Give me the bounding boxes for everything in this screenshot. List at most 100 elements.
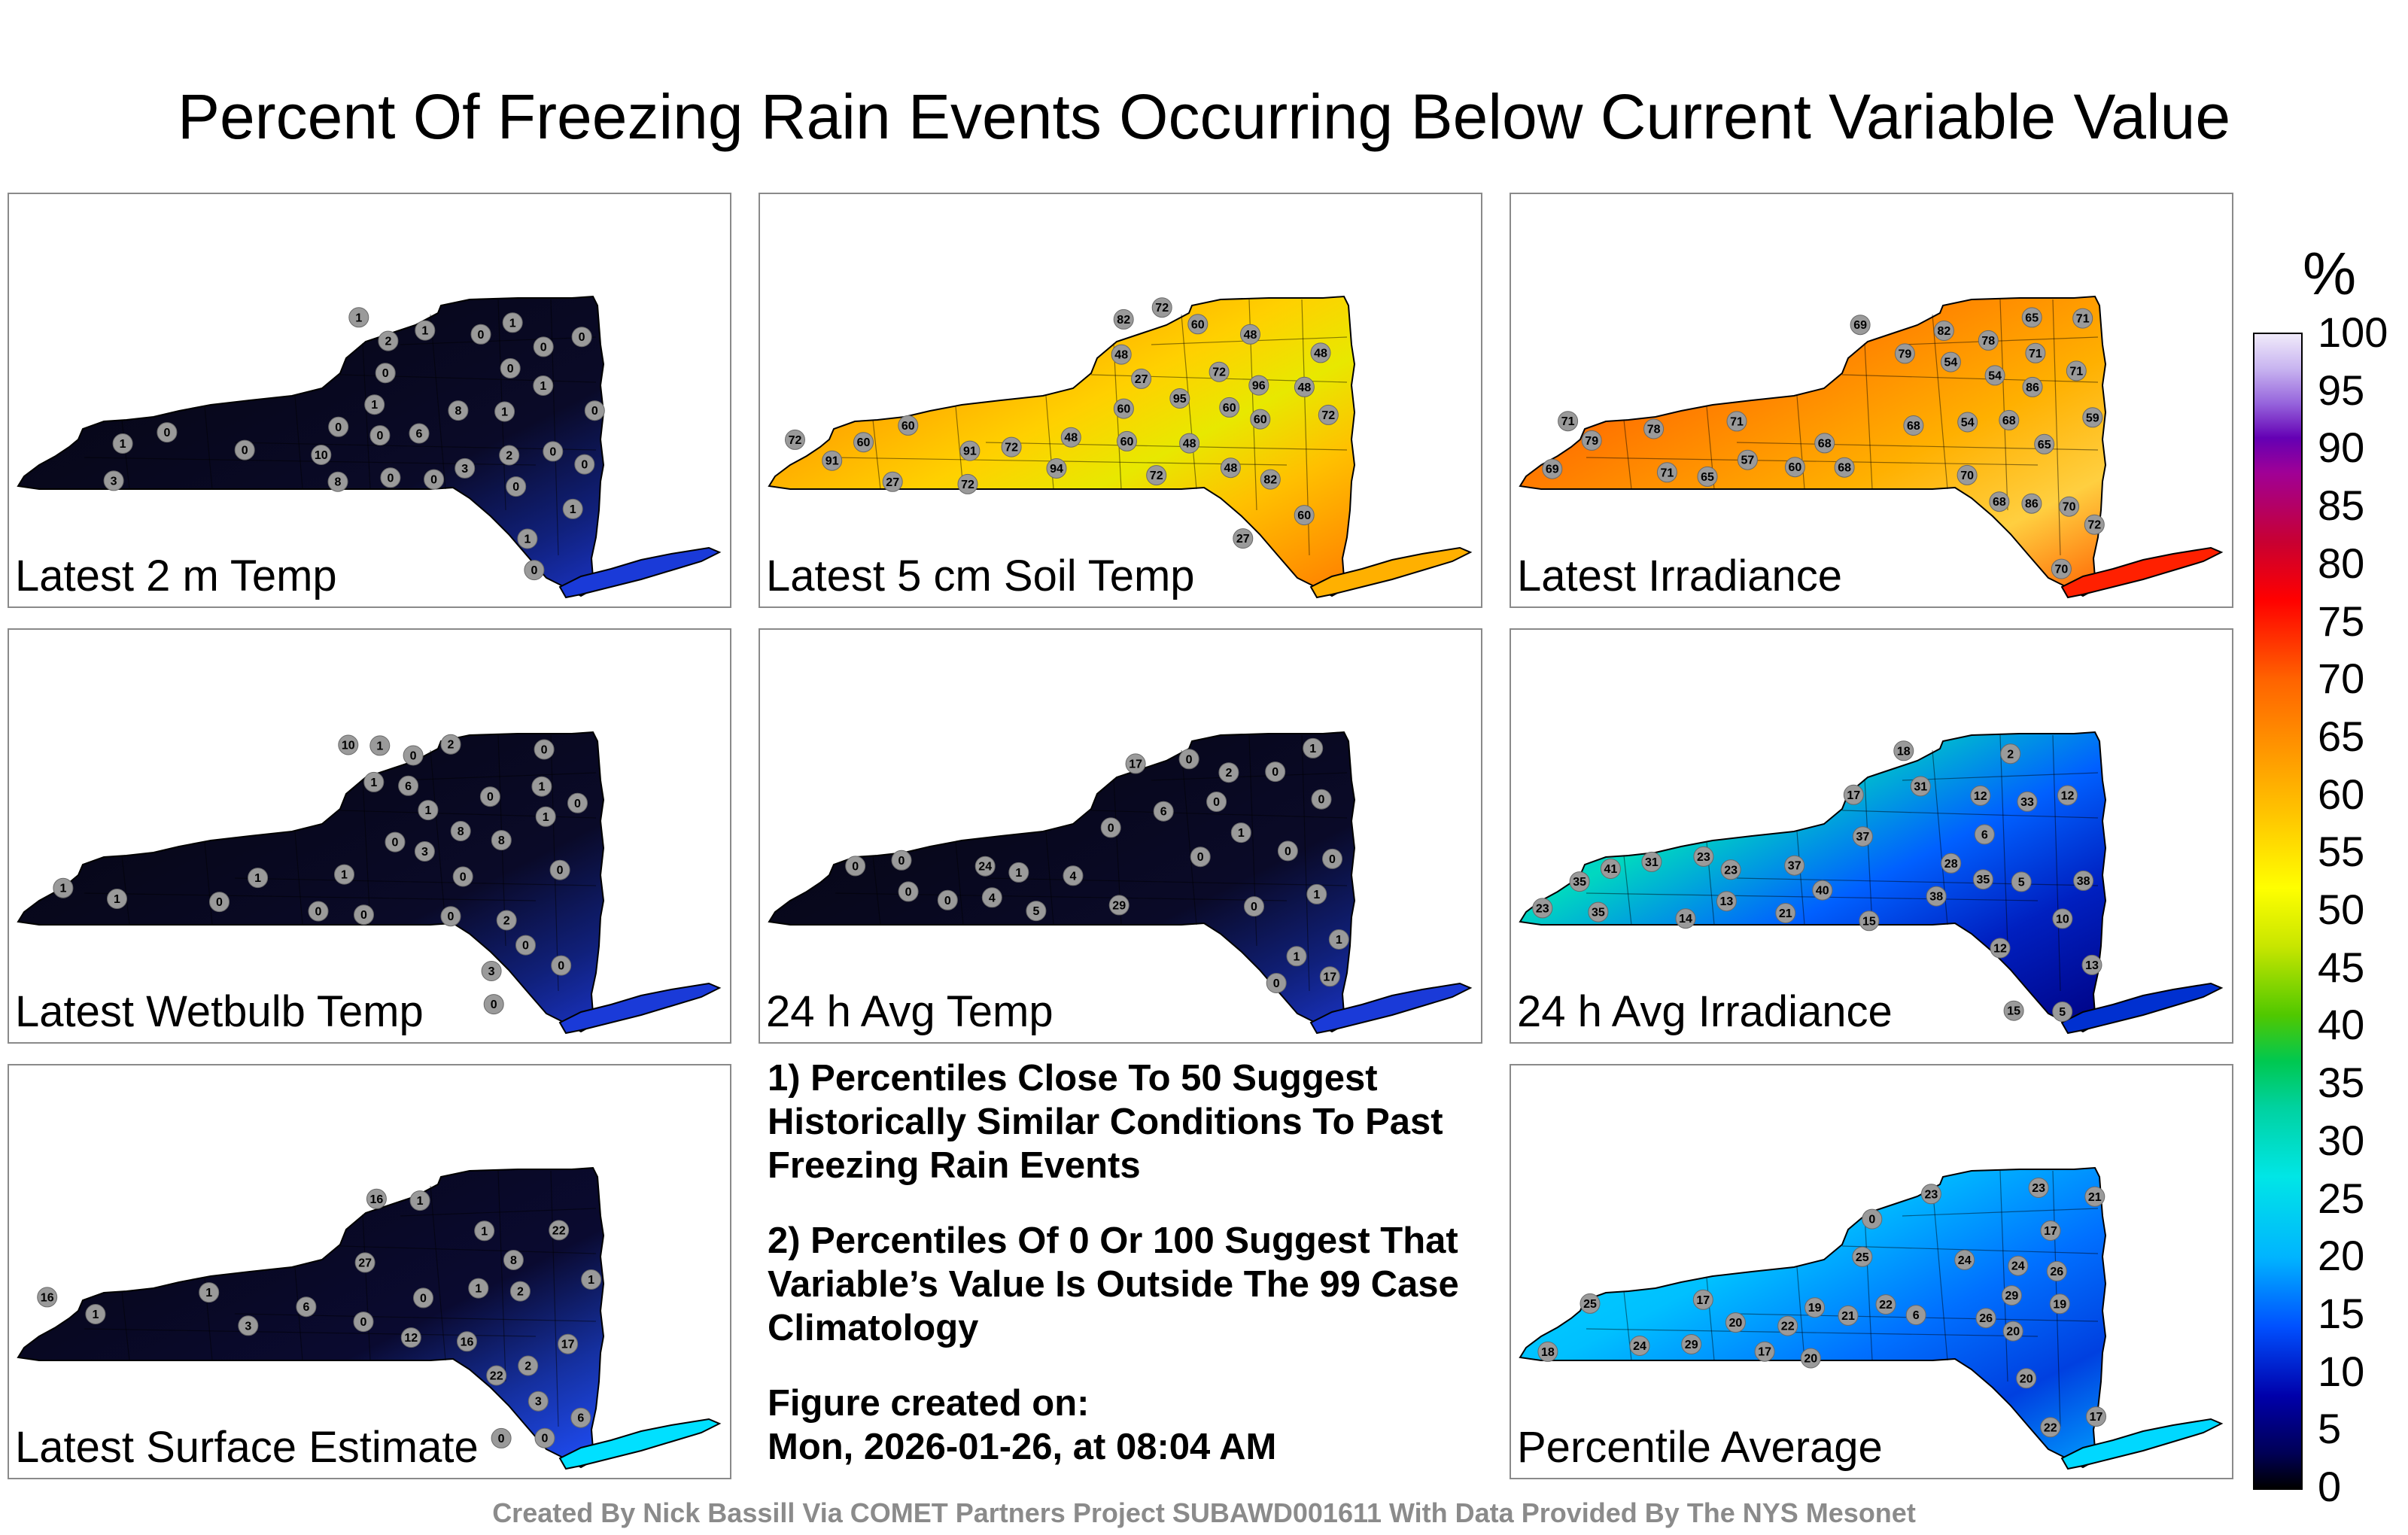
station-value: 24 <box>978 861 992 874</box>
station-marker: 0 <box>157 422 178 443</box>
station-value: 8 <box>498 834 505 847</box>
station-value: 69 <box>1546 464 1559 476</box>
station-value: 6 <box>1913 1309 1920 1322</box>
station-value: 23 <box>1724 864 1738 877</box>
station-marker: 71 <box>2066 360 2087 381</box>
station-marker: 19 <box>2049 1293 2070 1315</box>
station-marker: 70 <box>2051 558 2072 579</box>
station-value: 0 <box>487 791 494 804</box>
station-value: 15 <box>1862 915 1876 928</box>
station-value: 60 <box>1191 318 1205 331</box>
station-value: 48 <box>1298 381 1312 394</box>
station-value: 72 <box>1212 366 1226 379</box>
station-marker: 15 <box>2003 1000 2024 1021</box>
station-marker: 4 <box>981 887 1002 908</box>
station-marker: 1 <box>581 1269 602 1290</box>
station-value: 0 <box>242 445 248 457</box>
station-marker: 0 <box>375 363 396 384</box>
station-marker: 1 <box>535 806 556 827</box>
station-marker: 17 <box>1692 1289 1713 1310</box>
station-value: 0 <box>852 860 859 873</box>
long-island <box>2060 546 2224 599</box>
station-marker: 1 <box>531 776 552 797</box>
station-value: 1 <box>509 317 516 330</box>
station-value: 48 <box>1224 462 1238 475</box>
station-marker: 29 <box>1108 895 1130 916</box>
station-value: 71 <box>1661 467 1674 479</box>
station-marker: 59 <box>2082 407 2103 428</box>
station-marker: 1 <box>334 864 354 885</box>
station-marker: 2 <box>440 734 461 755</box>
station-marker: 1 <box>112 433 133 454</box>
county-borders <box>1586 299 2099 556</box>
panel-latest-wetbulb-temp: 0 0 0 0 0 0 1 1 1 0 0 0 0 0 1 1 0 0 1 0 1 2 1 3 2 1 6 8 10 3 8 Latest … <box>8 628 731 1044</box>
station-marker: 72 <box>957 473 978 494</box>
station-marker: 6 <box>1905 1305 1926 1326</box>
station-value: 72 <box>789 434 802 447</box>
station-marker: 0 <box>328 416 349 437</box>
station-value: 10 <box>2056 913 2069 926</box>
station-value: 6 <box>1981 828 1988 841</box>
station-value: 94 <box>1050 463 1063 476</box>
station-marker: 0 <box>515 935 536 956</box>
station-marker: 20 <box>2016 1368 2037 1389</box>
station-marker: 12 <box>2057 785 2078 806</box>
station-marker: 20 <box>1800 1348 1821 1369</box>
station-value: 0 <box>512 481 519 494</box>
station-value: 26 <box>1979 1312 1993 1325</box>
station-value: 0 <box>1273 977 1280 990</box>
notes-block: 1) Percentiles Close To 50 Suggest Histo… <box>768 1056 1475 1469</box>
station-value: 1 <box>1015 867 1022 880</box>
station-value: 1 <box>1336 934 1342 947</box>
station-value: 0 <box>531 564 537 577</box>
station-marker: 12 <box>1970 785 1991 806</box>
station-marker: 26 <box>1975 1308 1996 1329</box>
station-marker: 91 <box>959 440 981 461</box>
station-marker: 1 <box>468 1278 489 1299</box>
station-value: 17 <box>2090 1411 2103 1424</box>
station-value: 1 <box>424 804 431 817</box>
station-marker: 57 <box>1737 449 1758 470</box>
state-outline <box>17 1166 605 1469</box>
station-marker: 72 <box>1209 361 1230 382</box>
station-marker: 48 <box>1060 427 1081 448</box>
station-marker: 2 <box>518 1355 539 1376</box>
state-outline <box>17 731 605 1033</box>
station-marker: 1 <box>1230 822 1251 843</box>
station-marker: 31 <box>1641 851 1662 872</box>
county-borders <box>84 734 597 992</box>
colorbar-tick-label: 20 <box>2318 1232 2365 1280</box>
station-value: 4 <box>989 892 996 904</box>
station-marker: 37 <box>1852 826 1873 847</box>
panel-latest-5cm-soil-temp: 60 72 60 27 96 95 91 48 27 72 82 72 48 60 27 48 60 91 60 72… <box>759 193 1482 608</box>
station-marker: 69 <box>1850 315 1871 336</box>
station-marker: 72 <box>1151 297 1172 318</box>
station-value: 17 <box>1758 1346 1771 1359</box>
station-value: 22 <box>490 1370 503 1383</box>
station-value: 65 <box>2038 439 2051 451</box>
colorbar-tick-label: 95 <box>2318 366 2365 414</box>
station-value: 0 <box>591 405 598 418</box>
station-value: 0 <box>541 744 548 757</box>
station-marker: 22 <box>1875 1294 1896 1315</box>
station-marker: 0 <box>308 901 329 922</box>
station-value: 41 <box>1604 863 1618 876</box>
station-marker: 17 <box>558 1333 579 1354</box>
station-value: 72 <box>1155 302 1169 315</box>
station-value: 0 <box>460 871 467 884</box>
station-value: 2 <box>524 1360 531 1373</box>
station-value: 1 <box>355 312 362 324</box>
station-value: 0 <box>507 363 514 375</box>
station-value: 16 <box>461 1336 474 1348</box>
station-value: 60 <box>1117 403 1131 416</box>
credit-line: Created By Nick Bassill Via COMET Partne… <box>492 1497 1916 1528</box>
station-value: 0 <box>1868 1214 1875 1226</box>
station-marker: 71 <box>2025 342 2046 363</box>
station-marker: 0 <box>234 439 255 460</box>
station-value: 16 <box>370 1193 384 1206</box>
station-value: 0 <box>898 855 905 868</box>
station-value: 5 <box>2059 1006 2066 1019</box>
station-marker: 0 <box>369 425 391 446</box>
map-24h-avg-temp: 0 0 0 0 0 0 0 1 1 1 0 0 0 0 0 1 1 0 0 4 5 6 4 2 1 24 17 29 17 <box>768 731 1473 1035</box>
station-marker: 0 <box>1244 896 1264 917</box>
